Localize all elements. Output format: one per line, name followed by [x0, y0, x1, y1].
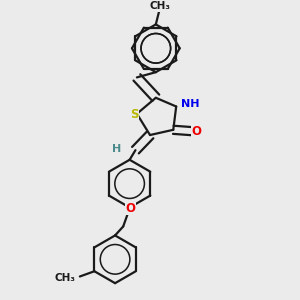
Text: CH₃: CH₃ — [149, 1, 170, 11]
Text: H: H — [112, 144, 122, 154]
Text: O: O — [126, 202, 136, 215]
Text: O: O — [192, 125, 202, 138]
Text: S: S — [130, 108, 139, 122]
Text: NH: NH — [182, 99, 200, 109]
Text: CH₃: CH₃ — [55, 273, 76, 283]
